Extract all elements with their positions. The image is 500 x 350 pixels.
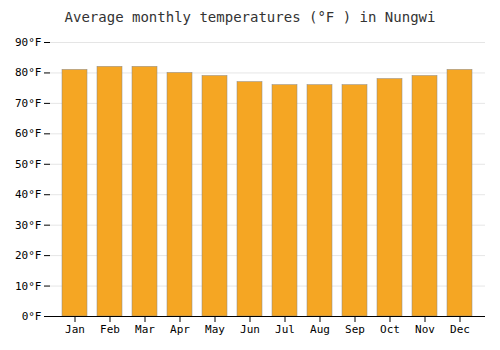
svg-text:80°F: 80°F [15,66,42,79]
svg-text:0°F: 0°F [22,310,42,323]
svg-text:Oct: Oct [380,323,400,336]
svg-text:30°F: 30°F [15,219,42,232]
svg-text:Aug: Aug [310,323,330,336]
svg-text:70°F: 70°F [15,97,42,110]
svg-text:40°F: 40°F [15,188,42,201]
svg-text:Jan: Jan [65,323,85,336]
svg-text:20°F: 20°F [15,249,42,262]
svg-text:Nov: Nov [415,323,435,336]
svg-text:Jun: Jun [240,323,260,336]
svg-text:Apr: Apr [170,323,190,336]
svg-text:Mar: Mar [135,323,155,336]
svg-text:Jul: Jul [275,323,295,336]
html-text:Average monthly temperatures (: Average monthly temperatures (°F ) in Nu… [64,9,436,25]
svg-text:50°F: 50°F [15,158,42,171]
svg-text:Feb: Feb [100,323,120,336]
svg-text:Dec: Dec [450,323,470,336]
svg-text:60°F: 60°F [15,127,42,140]
svg-text:90°F: 90°F [15,36,42,49]
svg-text:Sep: Sep [345,323,365,336]
svg-text:May: May [205,323,225,336]
svg-text:10°F: 10°F [15,280,42,293]
